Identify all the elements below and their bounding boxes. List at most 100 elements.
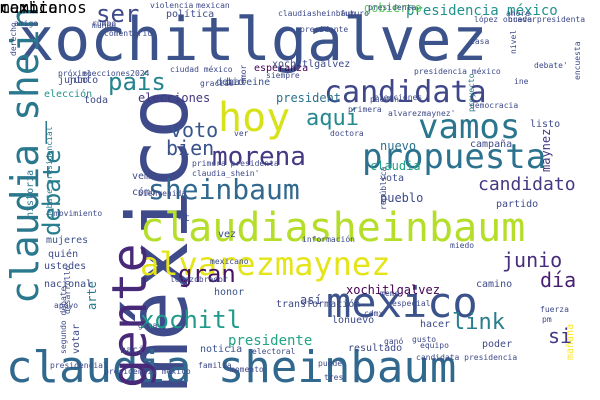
word: bio — [226, 77, 245, 88]
word: elecciones — [374, 93, 423, 102]
word: pueblo — [380, 191, 424, 205]
word: vamos — [418, 107, 521, 147]
word: meme — [380, 289, 400, 298]
word: doctora — [330, 129, 364, 138]
word: gracias — [200, 79, 234, 88]
word: xochitl — [140, 306, 242, 334]
word: tres — [324, 373, 344, 382]
word: ver — [234, 129, 249, 138]
word: mexican — [196, 1, 230, 10]
word: debateine — [216, 77, 271, 88]
word: esperanza — [254, 63, 309, 74]
word: junio — [502, 248, 563, 272]
word: gobierno — [364, 1, 422, 15]
word: siempre — [266, 71, 300, 80]
word: campaña — [470, 139, 513, 150]
word: junto — [58, 75, 89, 86]
word: lopezobrador — [170, 275, 228, 284]
word: fuerza — [540, 305, 569, 314]
word: nueva presidenta — [508, 15, 586, 24]
word: amor — [239, 64, 248, 84]
word: xochitlgalvez — [18, 5, 488, 75]
word: momento — [230, 365, 264, 374]
word: apoyo — [54, 301, 79, 310]
word: voto — [170, 118, 219, 142]
word: electoral — [252, 347, 296, 356]
word: familia — [198, 361, 232, 370]
word: equipo — [420, 341, 449, 350]
word: xochitlgalvez — [272, 59, 351, 70]
word: encuesta — [573, 41, 582, 80]
word: partido — [496, 199, 539, 210]
word: propuesta — [362, 137, 547, 177]
word: comentario — [104, 29, 153, 38]
word: rumbo — [92, 19, 117, 28]
word: mañana — [565, 323, 576, 360]
word: transformación — [276, 299, 361, 310]
word: hacia — [120, 345, 151, 356]
word: elecciones2024 — [82, 69, 150, 78]
word: república — [379, 166, 388, 210]
word: honor — [214, 287, 245, 298]
word: ciudad méxico — [170, 65, 233, 74]
word: ustedes — [44, 261, 87, 272]
word: claudia sheinbaum — [6, 342, 457, 393]
word: presidencia méxico — [414, 67, 501, 76]
word: vemos — [132, 171, 163, 182]
word: presidente — [300, 25, 349, 34]
word: claudiasheinbaum — [140, 205, 526, 251]
word: candidata — [324, 75, 487, 110]
word: maynez — [539, 128, 553, 172]
word: derecho — [9, 22, 18, 56]
word: ahora — [506, 9, 531, 18]
word: gusto — [412, 335, 437, 344]
word: nuevo — [380, 139, 417, 153]
word: hacer — [420, 319, 451, 330]
word: vez — [218, 229, 237, 240]
word: cómo — [132, 187, 157, 198]
word: nivel — [509, 29, 518, 54]
word: claudiasheinbaum — [278, 9, 356, 18]
word: debate presidencial — [45, 126, 54, 218]
word: cambio — [0, 0, 58, 17]
word: 4t — [178, 213, 191, 224]
word: presidencial — [50, 361, 108, 370]
word: amigo — [14, 19, 39, 28]
word: votar — [71, 323, 82, 354]
word: xochitlgalvez — [346, 283, 440, 297]
word: presidencia méxico — [104, 367, 191, 376]
word: violencia — [150, 1, 194, 10]
word: toda — [84, 95, 109, 106]
word: ser — [96, 0, 140, 28]
word: política — [166, 9, 215, 20]
word: puede — [318, 359, 343, 368]
word: ganó — [384, 337, 404, 346]
word: president — [276, 91, 342, 105]
word: si — [548, 324, 573, 348]
word: debate' — [534, 61, 568, 70]
word: casa — [470, 37, 490, 46]
word: poder — [482, 339, 513, 350]
word: camino — [476, 279, 513, 290]
word: listo — [530, 119, 561, 130]
word: link — [452, 310, 505, 335]
word: miedo — [450, 241, 475, 250]
word: pueden — [370, 95, 399, 104]
word: día — [540, 268, 577, 292]
word: sheinbaum — [148, 173, 300, 206]
word: primera — [348, 105, 382, 114]
word: historia — [25, 169, 36, 218]
word: hoy — [218, 95, 291, 141]
word: lópez obrador — [474, 15, 537, 24]
word: segundo debate — [59, 286, 68, 354]
word: elecciones — [138, 91, 211, 105]
word: presidente — [228, 333, 313, 349]
word: bienvenida — [138, 189, 187, 198]
word: junto — [68, 75, 99, 86]
word: noticia — [200, 344, 243, 355]
word: especial — [392, 299, 431, 308]
word: vota — [380, 173, 405, 184]
word: ine — [514, 77, 529, 86]
word: candidato — [478, 174, 576, 195]
